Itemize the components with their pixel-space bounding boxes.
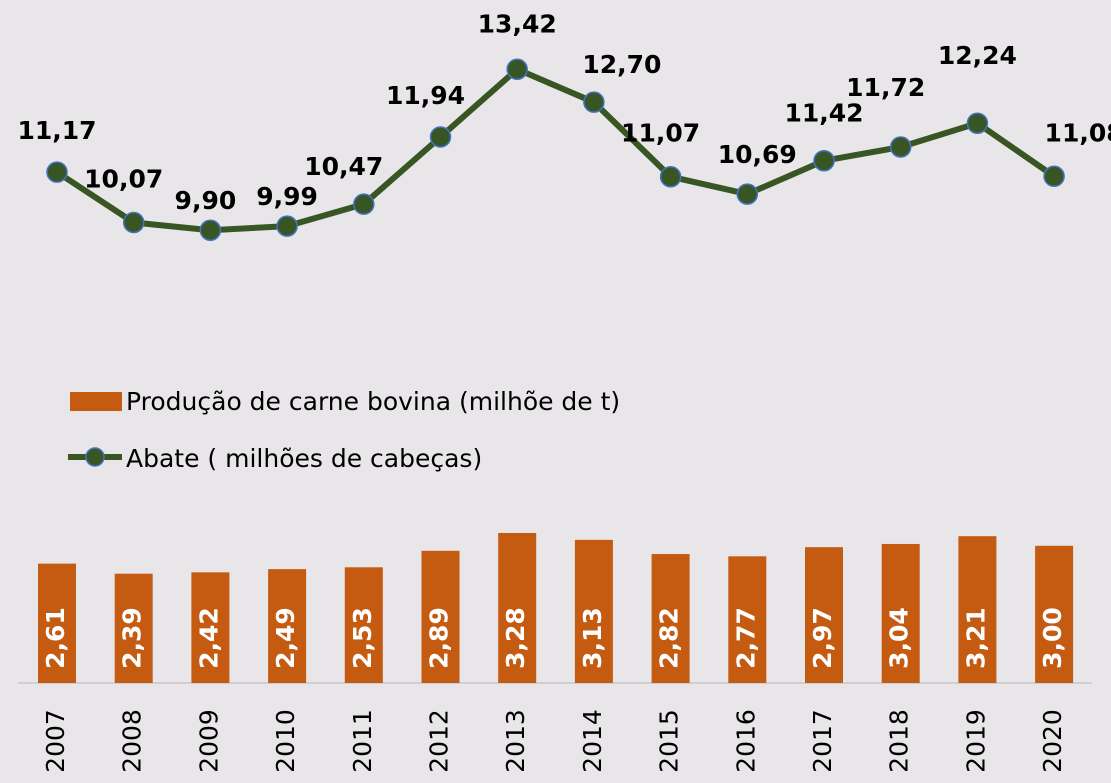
marker	[353, 193, 375, 215]
x-tick-label: 2013	[501, 709, 530, 773]
x-tick-label: 2007	[41, 709, 70, 773]
data-label: 2,82	[655, 607, 684, 669]
data-label: 3,13	[578, 607, 607, 669]
x-tick-label: 2017	[808, 709, 837, 773]
data-label: 2,61	[41, 607, 70, 669]
x-tick-label: 2009	[194, 709, 223, 773]
data-label: 2,53	[348, 607, 377, 669]
data-label: 13,42	[478, 9, 557, 38]
x-tick-label: 2016	[731, 709, 760, 773]
data-label: 12,70	[582, 50, 661, 79]
x-tick-label: 2018	[885, 709, 914, 773]
data-label: 3,04	[885, 607, 914, 669]
data-label: 2,39	[118, 607, 147, 669]
bar	[805, 547, 843, 683]
bar	[38, 563, 76, 683]
x-tick-label: 2014	[578, 709, 607, 773]
data-label: 11,17	[17, 116, 96, 145]
data-label: 3,28	[501, 607, 530, 669]
legend-swatch	[85, 447, 105, 467]
marker	[966, 112, 989, 134]
bar	[191, 572, 230, 683]
marker	[506, 58, 528, 81]
x-tick-label: 2019	[961, 709, 990, 773]
data-label: 10,47	[304, 152, 383, 181]
marker	[889, 136, 912, 158]
data-label: 2,77	[731, 607, 760, 669]
x-tick-label: 2010	[271, 709, 300, 773]
data-label: 10,69	[718, 140, 797, 169]
data-label: 9,90	[175, 186, 237, 215]
data-label: 3,00	[1038, 607, 1067, 669]
bar	[881, 543, 920, 683]
bar	[728, 556, 767, 683]
data-label: 11,72	[846, 73, 925, 102]
data-label: 12,24	[938, 41, 1017, 70]
data-label: 11,08	[1045, 118, 1111, 147]
x-tick-label: 2012	[425, 709, 454, 773]
marker	[736, 183, 759, 205]
marker	[276, 215, 298, 237]
marker	[659, 165, 682, 188]
x-tick-label: 2020	[1038, 709, 1067, 773]
bar	[268, 569, 307, 683]
data-label: 11,94	[386, 81, 465, 110]
data-label: 11,07	[621, 119, 700, 148]
x-tick-label: 2008	[118, 709, 147, 773]
data-label: 11,42	[784, 99, 863, 128]
data-label: 2,97	[808, 607, 837, 669]
data-label: 2,42	[194, 607, 223, 669]
bar	[958, 536, 997, 683]
data-label: 9,99	[256, 182, 318, 211]
marker	[46, 161, 68, 183]
legend-label: Produção de carne bovina (milhõe de t)	[126, 387, 620, 416]
x-tick-label: 2015	[655, 709, 684, 773]
marker	[122, 211, 145, 234]
data-label: 3,21	[961, 607, 990, 669]
line	[55, 66, 1056, 234]
data-label: 10,07	[84, 164, 163, 193]
bar	[574, 539, 613, 683]
bar	[114, 573, 153, 683]
data-label: 2,49	[271, 607, 300, 669]
x-tick-label: 2011	[348, 709, 377, 773]
bar	[421, 550, 460, 683]
marker	[583, 91, 605, 113]
marker	[429, 126, 452, 148]
data-label: 2,89	[425, 607, 454, 669]
legend-swatch	[70, 392, 122, 411]
bar	[344, 567, 383, 683]
marker	[813, 149, 835, 172]
bar	[1035, 545, 1074, 683]
legend-label: Abate ( milhões de cabeças)	[126, 444, 482, 473]
bar	[651, 554, 690, 683]
marker	[199, 219, 222, 241]
marker	[1043, 165, 1065, 188]
bar	[498, 532, 537, 683]
